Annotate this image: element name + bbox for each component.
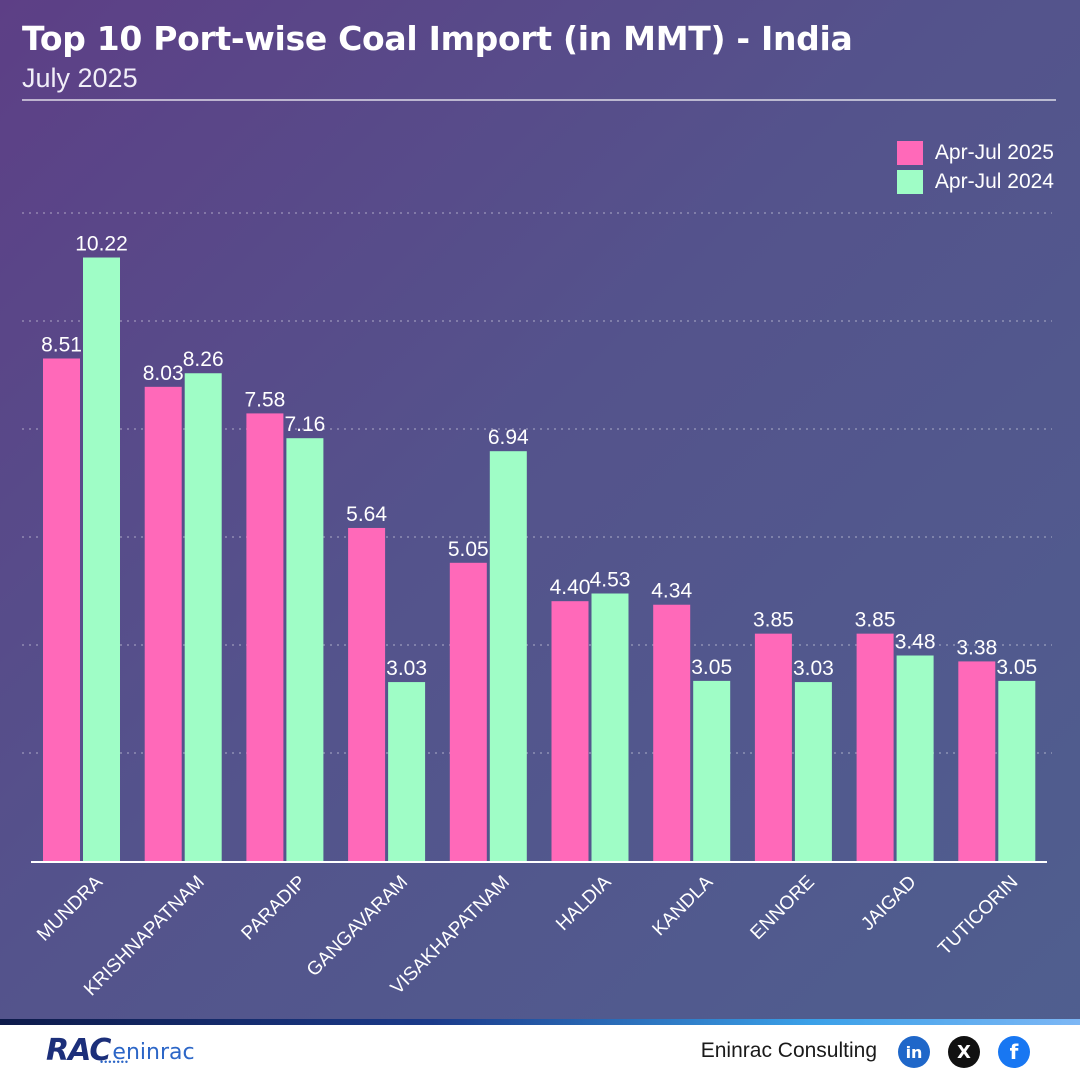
data-label: 3.85 — [855, 609, 896, 632]
chart-subtitle: July 2025 — [22, 63, 138, 93]
category-label: KANDLA — [649, 871, 718, 940]
legend-label-2025: Apr-Jul 2025 — [934, 140, 1054, 164]
data-label: 7.16 — [284, 413, 325, 436]
bar-chart: 8.51 8.03 7.58 5.64 5.05 4.40 4.34 3.85 3.85 3.38… — [33, 233, 1037, 981]
bar-2025-krishnapatnam — [144, 386, 182, 861]
bar-2024-ennore — [794, 682, 832, 861]
data-label: 3.38 — [956, 636, 997, 659]
legend-swatch-2025 — [896, 140, 923, 165]
bar-2025-tuticorin — [958, 661, 996, 861]
category-label: PARADIP — [238, 872, 311, 945]
bar-2025-jaigad — [856, 633, 894, 861]
bar-2024-paradip — [286, 438, 324, 861]
legend-item-2024: Apr-Jul 2024 — [896, 167, 1054, 196]
data-label: 3.85 — [753, 609, 794, 632]
bar-2024-mundra — [83, 257, 120, 861]
bar-2025-mundra — [43, 358, 80, 861]
bar-2024-gangavaram — [388, 682, 426, 861]
data-label: 8.26 — [183, 348, 224, 371]
data-label: 3.05 — [691, 656, 732, 679]
bar-2025-visakhapatnam — [449, 562, 487, 861]
logo-dots-decoration: ••••••• — [100, 1057, 130, 1067]
bar-2024-visakhapatnam — [489, 451, 527, 861]
chart-legend: Apr-Jul 2025 Apr-Jul 2024 — [896, 138, 1054, 196]
bar-2024-haldia — [591, 593, 629, 861]
data-label: 3.03 — [386, 657, 427, 680]
bar-2024-kandla — [693, 680, 731, 861]
header-divider — [22, 99, 1056, 101]
bar-2024-tuticorin — [998, 680, 1036, 861]
data-label: 4.34 — [651, 580, 692, 603]
logo-mark: RAC — [46, 1033, 111, 1068]
data-label: 10.22 — [75, 233, 128, 256]
data-label: 8.03 — [143, 362, 184, 385]
footer-gradient-bar — [0, 1019, 1080, 1025]
legend-item-2025: Apr-Jul 2025 — [896, 138, 1054, 167]
data-label: 3.48 — [895, 631, 936, 654]
x-icon[interactable]: X — [948, 1036, 980, 1068]
bar-2025-kandla — [653, 604, 691, 861]
eninrac-logo[interactable]: RAC eninrac — [46, 1035, 195, 1067]
chart-title: Top 10 Port-wise Coal Import (in MMT) - … — [22, 19, 853, 58]
chart-header: Top 10 Port-wise Coal Import (in MMT) - … — [22, 18, 1056, 94]
bar-2025-paradip — [246, 413, 284, 861]
data-label: 8.51 — [41, 333, 82, 356]
bar-2025-gangavaram — [348, 527, 386, 861]
category-label: ENNORE — [747, 872, 819, 944]
category-label: GANGAVARAM — [303, 872, 412, 981]
data-label: 5.64 — [346, 503, 387, 526]
category-label: MUNDRA — [33, 871, 107, 945]
legend-label-2024: Apr-Jul 2024 — [934, 169, 1054, 193]
data-label: 4.53 — [590, 569, 631, 592]
bar-2024-krishnapatnam — [184, 373, 222, 861]
data-label: 7.58 — [244, 388, 285, 411]
bar-2025-ennore — [754, 633, 792, 861]
facebook-icon[interactable]: f — [998, 1036, 1030, 1068]
bar-2024-jaigad — [896, 655, 934, 861]
linkedin-icon[interactable]: in — [898, 1036, 930, 1068]
data-label: 6.94 — [488, 426, 529, 449]
data-label: 3.03 — [793, 657, 834, 680]
data-label: 5.05 — [448, 538, 489, 561]
bar-2025-haldia — [551, 601, 589, 861]
company-name: Eninrac Consulting — [700, 1039, 877, 1062]
legend-swatch-2024 — [896, 169, 923, 194]
category-label: TUTICORIN — [934, 872, 1022, 960]
data-label: 4.40 — [550, 576, 591, 599]
category-label: HALDIA — [552, 871, 616, 935]
data-label: 3.05 — [996, 656, 1037, 679]
category-label: JAIGAD — [857, 872, 920, 935]
footer: RAC eninrac ••••••• Eninrac Consulting i… — [0, 1025, 1080, 1080]
logo-wordmark: eninrac — [112, 1040, 195, 1065]
